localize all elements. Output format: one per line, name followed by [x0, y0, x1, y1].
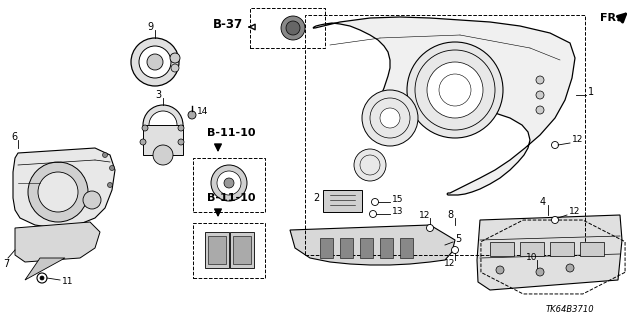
Bar [400, 238, 413, 258]
Text: 9: 9 [147, 22, 153, 32]
Circle shape [178, 139, 184, 145]
Text: TK64B3710: TK64B3710 [546, 306, 595, 315]
Circle shape [552, 217, 559, 224]
Circle shape [536, 106, 544, 114]
Bar [233, 236, 251, 264]
Circle shape [153, 145, 173, 165]
Bar [193, 158, 265, 212]
Circle shape [281, 16, 305, 40]
Bar [520, 242, 544, 256]
Polygon shape [15, 222, 100, 262]
Circle shape [143, 105, 183, 145]
Bar [340, 238, 353, 258]
Circle shape [131, 38, 179, 86]
Circle shape [354, 149, 386, 181]
Bar [250, 8, 325, 48]
Text: 11: 11 [62, 278, 74, 286]
Circle shape [28, 162, 88, 222]
Bar [208, 236, 226, 264]
Text: 6: 6 [11, 132, 17, 142]
Text: B-11-10: B-11-10 [207, 128, 255, 138]
Text: B-11-10: B-11-10 [207, 193, 255, 203]
Text: 12: 12 [419, 211, 431, 219]
Text: 14: 14 [197, 108, 209, 116]
Circle shape [178, 125, 184, 131]
Circle shape [139, 46, 171, 78]
Bar [580, 242, 604, 256]
Circle shape [217, 171, 241, 195]
Circle shape [170, 53, 180, 63]
Circle shape [40, 276, 44, 280]
Circle shape [552, 142, 559, 149]
Polygon shape [25, 258, 65, 280]
Bar [320, 238, 333, 258]
Bar [193, 223, 265, 278]
Text: 1: 1 [588, 87, 594, 97]
Circle shape [38, 172, 78, 212]
Polygon shape [477, 215, 622, 290]
Circle shape [566, 264, 574, 272]
Circle shape [211, 165, 247, 201]
Polygon shape [313, 17, 575, 195]
Text: 12: 12 [569, 207, 580, 217]
Circle shape [371, 198, 378, 205]
Circle shape [451, 247, 458, 254]
Bar [360, 238, 373, 258]
Bar [305, 15, 585, 255]
Bar [205, 232, 229, 268]
Circle shape [142, 125, 148, 131]
Text: 12: 12 [444, 258, 456, 268]
Circle shape [149, 111, 177, 139]
Text: 8: 8 [447, 210, 453, 220]
Text: 13: 13 [392, 206, 403, 216]
Polygon shape [290, 225, 455, 265]
Bar [380, 238, 393, 258]
Circle shape [286, 21, 300, 35]
Circle shape [536, 91, 544, 99]
Circle shape [102, 152, 108, 158]
Circle shape [496, 266, 504, 274]
Bar [550, 242, 574, 256]
Circle shape [407, 42, 503, 138]
Circle shape [536, 268, 544, 276]
Bar [323, 190, 362, 212]
Text: FR.: FR. [600, 13, 621, 23]
Circle shape [426, 225, 433, 232]
Circle shape [171, 64, 179, 72]
Circle shape [140, 139, 146, 145]
Polygon shape [13, 148, 115, 228]
Circle shape [83, 191, 101, 209]
Circle shape [108, 182, 113, 188]
Bar [490, 242, 514, 256]
Circle shape [224, 178, 234, 188]
Text: 2: 2 [313, 193, 319, 203]
Text: 3: 3 [155, 90, 161, 100]
Text: 7: 7 [3, 259, 9, 269]
Text: 5: 5 [455, 234, 461, 244]
Circle shape [147, 54, 163, 70]
Circle shape [536, 76, 544, 84]
Polygon shape [143, 125, 183, 155]
Circle shape [380, 108, 400, 128]
Circle shape [109, 166, 115, 170]
Bar [230, 232, 254, 268]
Text: 12: 12 [572, 136, 584, 145]
Circle shape [362, 90, 418, 146]
Circle shape [427, 62, 483, 118]
Text: 10: 10 [526, 253, 538, 262]
Circle shape [188, 111, 196, 119]
Text: 4: 4 [540, 197, 546, 207]
Text: B-37: B-37 [213, 19, 243, 32]
Text: 15: 15 [392, 195, 403, 204]
Circle shape [369, 211, 376, 218]
